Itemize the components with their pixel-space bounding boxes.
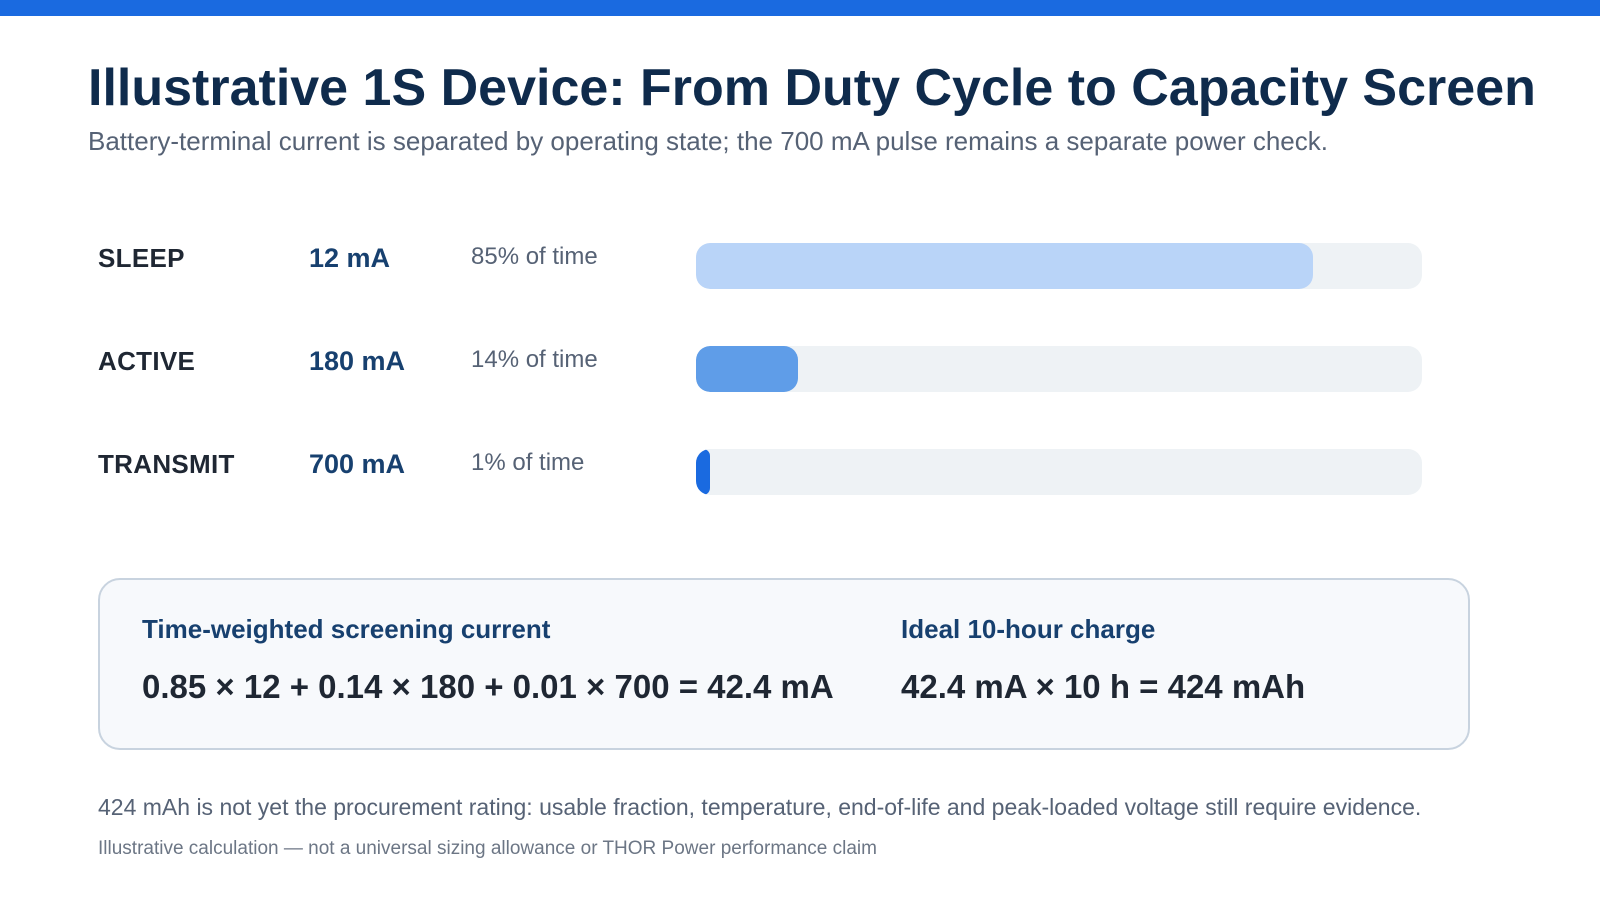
state-time-share: 14% of time: [471, 346, 598, 373]
state-label: SLEEP: [98, 243, 185, 273]
charge-formula: 42.4 mA × 10 h = 424 mAh: [901, 668, 1306, 705]
state-current: 180 mA: [309, 346, 406, 376]
weighted-current-formula: 0.85 × 12 + 0.14 × 180 + 0.01 × 700 = 42…: [142, 668, 834, 705]
summary-panel: Time-weighted screening current 0.85 × 1…: [98, 578, 1470, 750]
state-time-share: 1% of time: [471, 449, 585, 476]
page-title: Illustrative 1S Device: From Duty Cycle …: [88, 59, 1536, 117]
duty-bar-track: [696, 449, 1422, 495]
state-row-transmit: TRANSMIT 700 mA 1% of time: [98, 449, 1428, 497]
state-current: 700 mA: [309, 449, 406, 479]
duty-bar-track: [696, 346, 1422, 392]
duty-bar-track: [696, 243, 1422, 289]
page-subtitle: Battery-terminal current is separated by…: [88, 126, 1328, 156]
state-row-active: ACTIVE 180 mA 14% of time: [98, 346, 1428, 394]
state-label: ACTIVE: [98, 346, 196, 376]
footnote: 424 mAh is not yet the procurement ratin…: [98, 794, 1422, 820]
charge-label: Ideal 10-hour charge: [901, 614, 1156, 644]
disclaimer: Illustrative calculation — not a univers…: [98, 838, 877, 859]
duty-bar-fill: [696, 243, 1313, 289]
state-time-share: 85% of time: [471, 243, 598, 270]
state-label: TRANSMIT: [98, 449, 235, 479]
weighted-current-label: Time-weighted screening current: [142, 614, 551, 644]
top-accent-bar: [0, 0, 1600, 16]
duty-bar-fill: [696, 449, 710, 495]
state-row-sleep: SLEEP 12 mA 85% of time: [98, 243, 1428, 291]
state-current: 12 mA: [309, 243, 391, 273]
duty-bar-fill: [696, 346, 798, 392]
